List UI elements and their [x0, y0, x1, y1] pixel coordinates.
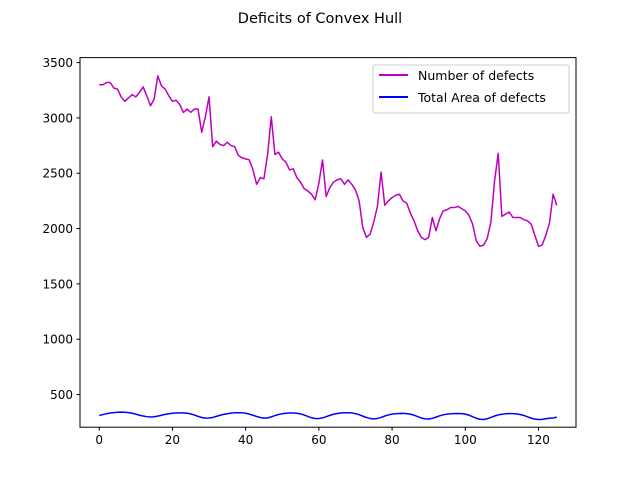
x-tick-label: 20: [165, 433, 180, 447]
x-tick-label: 80: [384, 433, 399, 447]
y-tick-label: 1000: [42, 333, 73, 347]
x-axis: 0 20 40 60 80 100 120: [95, 427, 550, 447]
y-tick-label: 1500: [42, 277, 73, 291]
series-line-0: [99, 75, 558, 248]
legend-label-area: Total Area of defects: [417, 90, 546, 105]
x-tick-label: 100: [454, 433, 477, 447]
x-tick-label: 120: [527, 433, 550, 447]
series-line-1: [99, 411, 557, 421]
y-tick-label: 2500: [42, 167, 73, 181]
y-tick-label: 3000: [42, 111, 73, 125]
plot-lines: [99, 75, 558, 421]
y-axis: 500 1000 1500 2000 2500 3000 3500: [42, 56, 80, 402]
legend-box: [372, 64, 570, 114]
plot-area-frame: [79, 57, 577, 428]
legend-label-defects: Number of defects: [418, 68, 534, 83]
legend: Number of defects Total Area of defects: [372, 64, 570, 114]
x-tick-label: 0: [95, 433, 103, 447]
chart-title: Deficits of Convex Hull: [238, 11, 402, 27]
y-tick-label: 3500: [42, 56, 73, 70]
x-tick-label: 40: [238, 433, 253, 447]
y-tick-label: 2000: [42, 222, 73, 236]
y-tick-label: 500: [50, 388, 73, 402]
x-tick-label: 60: [311, 433, 326, 447]
